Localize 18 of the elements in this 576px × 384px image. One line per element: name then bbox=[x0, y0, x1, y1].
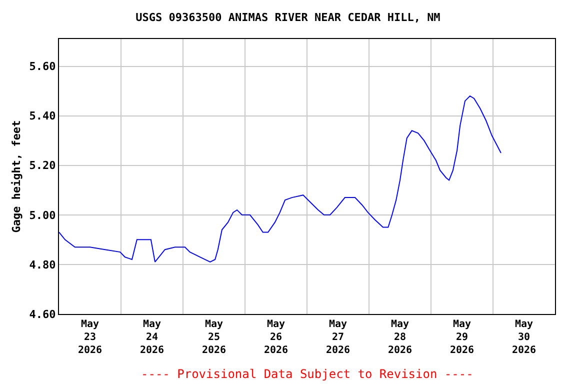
text: ---- Provisional Data Subject to Revision ---- bbox=[141, 367, 474, 381]
y-axis-title: Gage height, feet bbox=[10, 120, 23, 233]
x-tick-label: May 25 2026 bbox=[202, 319, 226, 356]
x-tick-label: May 27 2026 bbox=[326, 319, 350, 356]
y-tick-label: 4.80 bbox=[29, 258, 56, 272]
y-tick-label: 4.60 bbox=[29, 308, 56, 321]
x-tick-label: May 28 2026 bbox=[388, 319, 412, 356]
x-tick-label: May 26 2026 bbox=[264, 319, 288, 356]
x-tick-label: May 24 2026 bbox=[140, 319, 164, 356]
x-tick-label: May 23 2026 bbox=[78, 319, 102, 356]
y-tick-label: 5.60 bbox=[29, 60, 56, 74]
y-tick-label: 5.40 bbox=[29, 110, 56, 123]
x-tick-label: May 30 2026 bbox=[512, 319, 536, 356]
y-tick-label: 5.00 bbox=[29, 208, 56, 222]
line-series bbox=[59, 95, 502, 262]
chart-title: USGS 09363500 ANIMAS RIVER NEAR CEDAR HILL, NM bbox=[136, 11, 441, 24]
x-tick-label: May 29 2026 bbox=[450, 319, 474, 356]
y-tick-label: 5.20 bbox=[29, 159, 56, 172]
